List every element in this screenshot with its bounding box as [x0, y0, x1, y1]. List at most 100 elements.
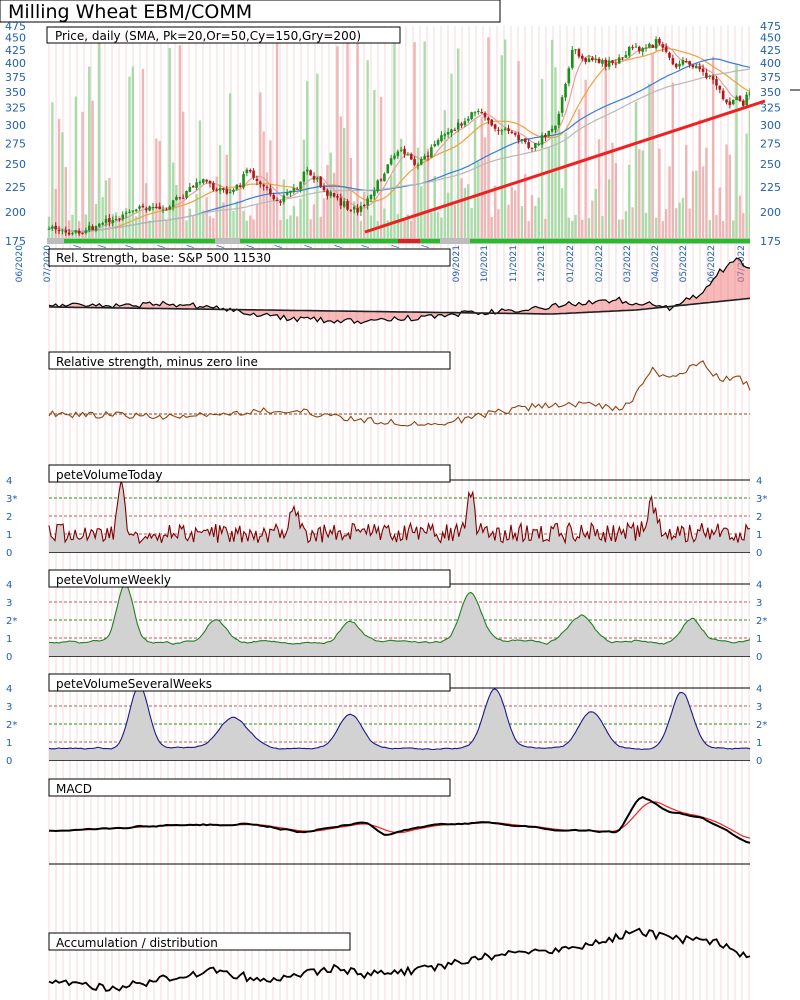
volume-bar — [748, 110, 750, 241]
price-candle — [305, 166, 309, 175]
volume-bar — [685, 145, 688, 241]
rs-panel-title: Rel. Strength, base: S&P 500 11530 — [56, 251, 271, 265]
rz-line — [48, 360, 751, 427]
volume-bar — [410, 220, 413, 241]
volume-bar — [671, 82, 675, 241]
volume-bar — [285, 219, 289, 241]
rz-panel-title: Relative strength, minus zero line — [56, 355, 258, 369]
volume-bar — [648, 83, 651, 241]
price-candle — [124, 211, 128, 219]
volume-bar — [661, 220, 664, 241]
macd-panel: MACD — [48, 778, 751, 865]
volume-bar — [289, 215, 292, 241]
price-candle — [631, 44, 634, 51]
pv-tick-right: 4 — [756, 476, 762, 487]
pv-tick-left: 1 — [6, 530, 12, 541]
price-candle — [490, 118, 494, 127]
price-candle — [681, 56, 685, 67]
volume-bar — [634, 101, 638, 242]
price-candle — [544, 132, 547, 142]
volume-bar — [721, 220, 725, 241]
pvt-panel-title: peteVolumeToday — [56, 468, 162, 482]
price-tick-left: 225 — [5, 181, 26, 194]
price-candle — [547, 130, 551, 138]
price-candle — [426, 151, 430, 161]
pvw-title-box — [48, 569, 451, 588]
volume-bar — [460, 178, 463, 241]
volume-bar — [732, 220, 735, 241]
relative-strength-panel: Rel. Strength, base: S&P 500 11530 — [48, 248, 751, 325]
price-tick-right: 375 — [760, 71, 781, 84]
volume-bar — [507, 204, 510, 241]
price-candle — [718, 85, 722, 94]
price-tick-right: 250 — [760, 158, 781, 171]
price-candle — [215, 187, 219, 192]
price-tick-right: 350 — [760, 86, 781, 99]
volume-bar — [121, 219, 124, 241]
trend-line — [364, 99, 766, 234]
price-candle — [131, 210, 135, 214]
price-candle — [349, 209, 353, 213]
price-candle — [644, 43, 648, 52]
price-candle — [71, 232, 74, 236]
volume-bar — [259, 92, 262, 241]
date-tick: 10/2021 — [480, 245, 490, 282]
volume-bar — [61, 132, 64, 241]
price-tick-left: 375 — [5, 71, 26, 84]
price-candle — [691, 63, 695, 70]
pv-today-panel: 4 3* 2 1 0 4 3* 2 1 0 peteVolumeToday — [6, 464, 767, 559]
volume-bar — [316, 73, 319, 241]
volume-bar — [151, 207, 155, 241]
price-candle — [121, 211, 125, 221]
volume-bar — [537, 197, 540, 241]
price-candle — [510, 129, 514, 135]
volume-bar — [185, 220, 188, 241]
price-candle — [171, 199, 175, 211]
price-candle — [238, 182, 242, 189]
price-candle — [671, 54, 675, 66]
price-tick-right: 275 — [760, 138, 781, 151]
price-candle — [242, 171, 245, 190]
price-candle — [627, 45, 631, 59]
price-tick-left: 300 — [5, 119, 26, 132]
price-candle — [701, 64, 705, 76]
price-candle — [554, 125, 557, 134]
accumulation-line — [48, 927, 751, 992]
volume-bar — [188, 208, 192, 241]
price-candle — [537, 141, 540, 147]
volume-bar — [342, 128, 346, 241]
price-candle — [332, 192, 336, 198]
volume-bar — [265, 172, 269, 241]
price-candle — [373, 187, 376, 200]
price-candle — [47, 226, 51, 230]
pv-tick-left: 3 — [6, 598, 12, 609]
price-candle — [688, 60, 691, 68]
volume-bar — [483, 137, 487, 241]
volume-bar — [322, 198, 326, 241]
volume-bar — [57, 118, 61, 241]
pv-tick-right: 4 — [756, 580, 762, 591]
volume-bar — [591, 200, 594, 241]
price-candle — [248, 168, 252, 174]
volume-bar — [312, 204, 316, 241]
volume-bar — [131, 66, 135, 241]
volume-bar — [440, 217, 443, 241]
price-candle — [292, 184, 296, 195]
price-candle — [74, 229, 78, 235]
volume-bar — [292, 205, 296, 241]
price-candle — [557, 111, 561, 129]
volume-bar — [403, 218, 406, 241]
price-candle — [329, 190, 333, 199]
price-candle — [275, 197, 279, 202]
price-candle — [191, 185, 195, 188]
signal-strip-green — [470, 239, 750, 243]
volume-bar — [148, 220, 151, 241]
price-candle — [198, 180, 202, 186]
price-candle — [604, 57, 608, 71]
volume-bar — [493, 185, 497, 241]
price-candle — [279, 199, 282, 206]
volume-bar — [396, 214, 400, 241]
price-candle — [473, 111, 477, 117]
price-candle — [84, 227, 88, 235]
